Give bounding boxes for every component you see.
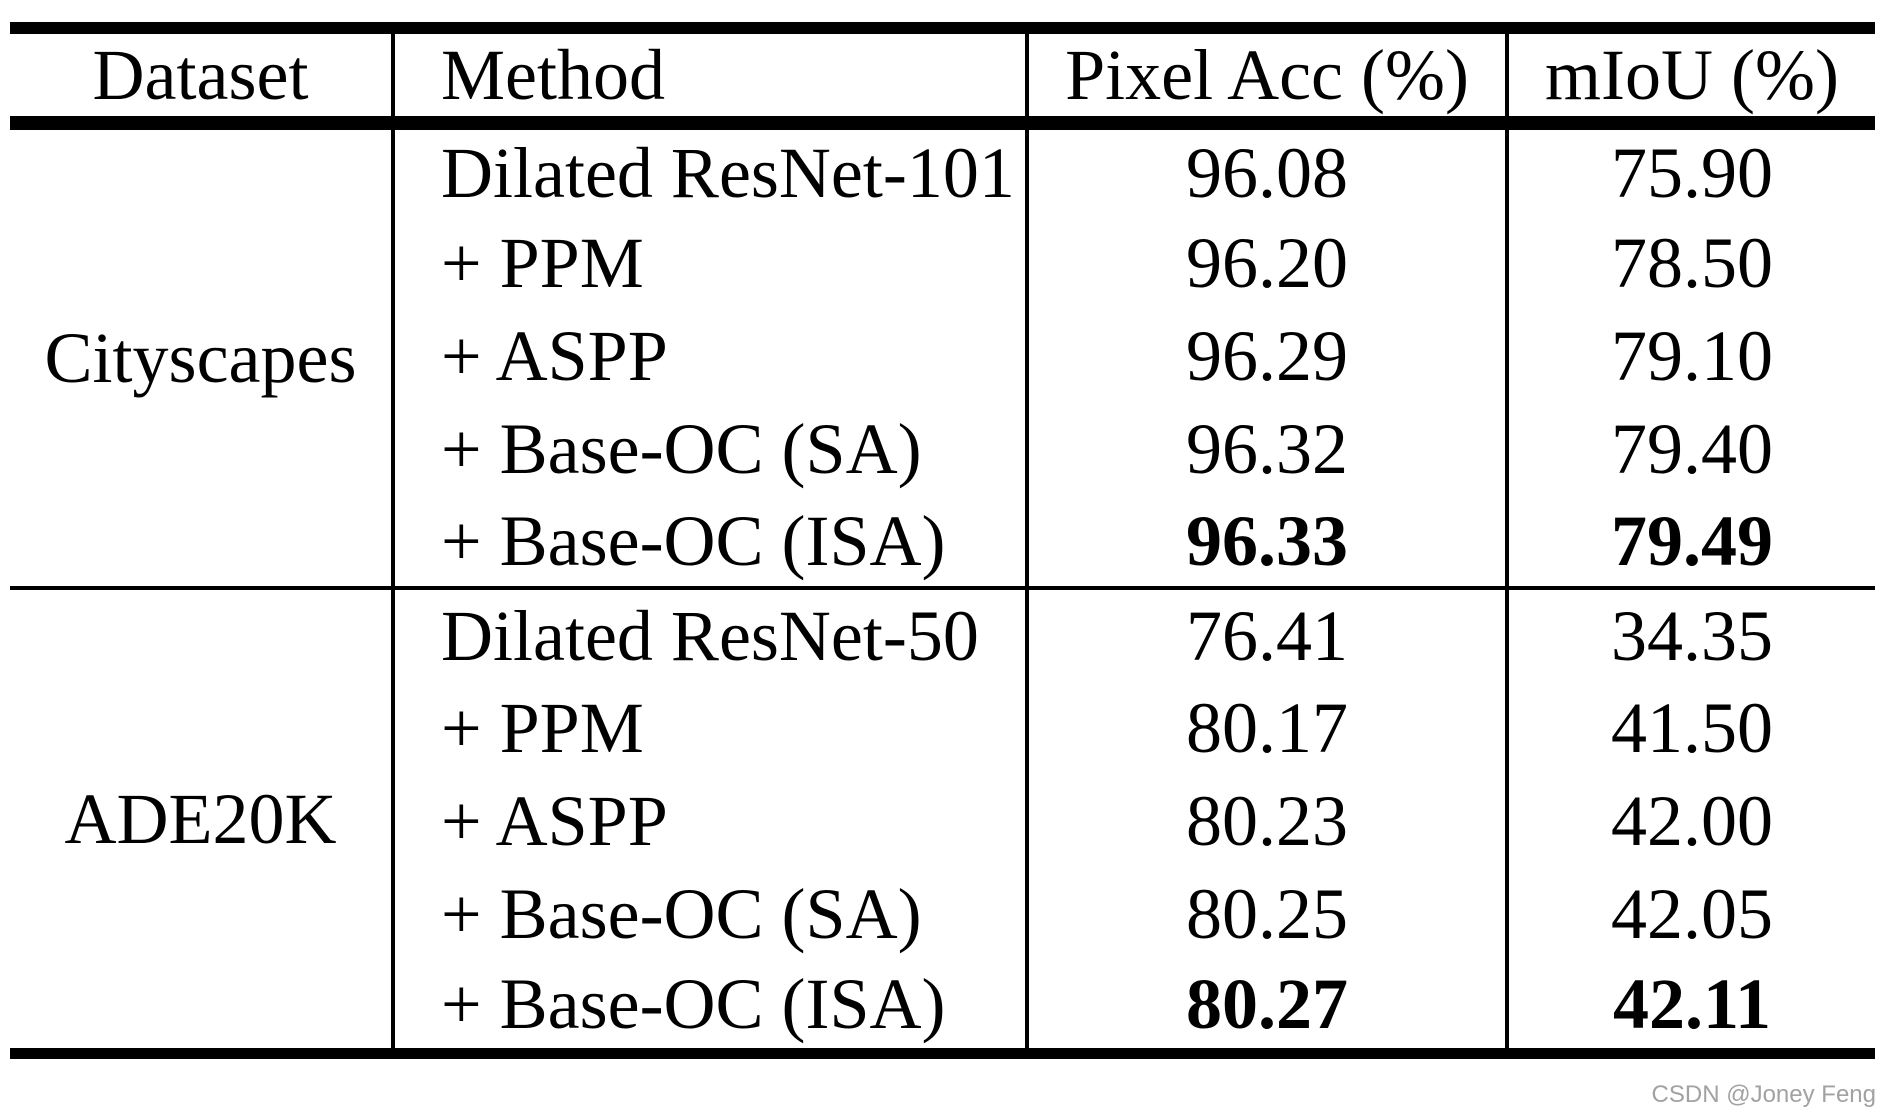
method-cell: + ASPP (391, 309, 1027, 402)
header-dataset: Dataset (10, 28, 393, 130)
method-cell: + PPM (391, 681, 1027, 774)
miou-cell: 79.40 (1505, 402, 1875, 495)
miou-cell: 78.50 (1505, 216, 1875, 309)
pixel-acc-cell: 96.32 (1025, 402, 1507, 495)
pixel-acc-cell: 80.25 (1025, 867, 1507, 960)
table-row: + Base-OC (SA) 80.25 42.05 (10, 867, 1875, 960)
pixel-acc-cell: 96.33 (1025, 495, 1507, 588)
table-row: + PPM 80.17 41.50 (10, 681, 1875, 774)
pixel-acc-cell: 76.41 (1025, 586, 1507, 681)
miou-cell: 34.35 (1505, 586, 1875, 681)
table-row: + ASPP 80.23 42.00 (10, 774, 1875, 867)
table-row: + Base-OC (ISA) 96.33 79.49 (10, 495, 1875, 588)
pixel-acc-cell: 96.20 (1025, 216, 1507, 309)
method-cell: + Base-OC (SA) (391, 402, 1027, 495)
miou-cell: 79.10 (1505, 309, 1875, 402)
table-row: Cityscapes Dilated ResNet-101 96.08 75.9… (10, 123, 1875, 394)
table-row: + ASPP 96.29 79.10 (10, 309, 1875, 402)
results-table: Dataset Method Pixel Acc (%) mIoU (%) Ci… (10, 22, 1875, 1059)
csdn-watermark: CSDN @Joney Feng (1651, 1081, 1876, 1108)
header-row: Dataset Method Pixel Acc (%) mIoU (%) (10, 28, 1875, 130)
method-cell: Dilated ResNet-50 (391, 586, 1027, 681)
pixel-acc-cell: 80.27 (1025, 960, 1507, 1053)
method-cell: + PPM (391, 216, 1027, 309)
method-cell: Dilated ResNet-101 (391, 123, 1027, 216)
dataset-cell-ade20k: ADE20K (10, 586, 393, 1053)
table-row: + PPM 96.20 78.50 (10, 216, 1875, 309)
dataset-cell-cityscapes: Cityscapes (44, 318, 357, 398)
table-row: ADE20K Dilated ResNet-50 76.41 34.35 (10, 586, 1875, 1053)
pixel-acc-cell: 80.17 (1025, 681, 1507, 774)
header-method: Method (391, 28, 1027, 130)
miou-cell: 42.00 (1505, 774, 1875, 867)
header-miou: mIoU (%) (1505, 28, 1875, 130)
method-cell: + Base-OC (ISA) (391, 960, 1027, 1053)
method-cell: + ASPP (391, 774, 1027, 867)
header-pixel-acc: Pixel Acc (%) (1025, 28, 1507, 130)
table-row: + Base-OC (ISA) 80.27 42.11 (10, 960, 1875, 1053)
pixel-acc-cell: 96.08 (1025, 123, 1507, 216)
table-row: + Base-OC (SA) 96.32 79.40 (10, 402, 1875, 495)
miou-cell: 42.05 (1505, 867, 1875, 960)
miou-cell: 42.11 (1505, 960, 1875, 1053)
miou-cell: 75.90 (1505, 123, 1875, 216)
method-cell: + Base-OC (ISA) (391, 495, 1027, 588)
miou-cell: 79.49 (1505, 495, 1875, 588)
method-cell: + Base-OC (SA) (391, 867, 1027, 960)
miou-cell: 41.50 (1505, 681, 1875, 774)
pixel-acc-cell: 96.29 (1025, 309, 1507, 402)
pixel-acc-cell: 80.23 (1025, 774, 1507, 867)
